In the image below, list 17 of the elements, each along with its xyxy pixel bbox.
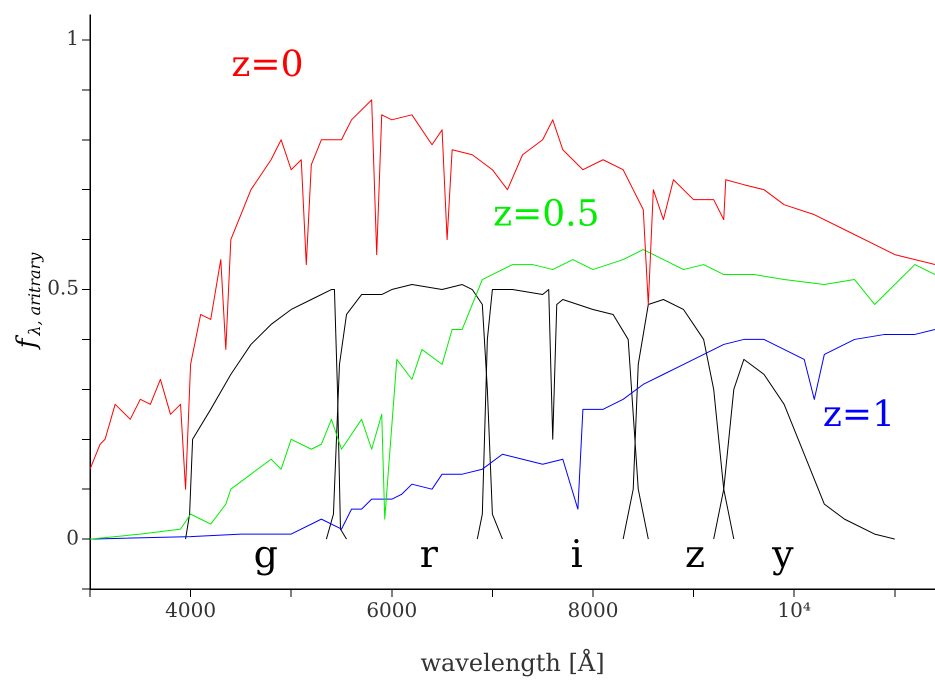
y-tick-label: 1: [66, 26, 79, 50]
series-label: z=0.5: [493, 193, 600, 234]
x-tick-label: 10⁴: [777, 598, 811, 622]
annotation: z: [685, 532, 706, 576]
annotation: i: [570, 532, 583, 576]
x-tick-label: 4000: [165, 598, 216, 622]
annotation: g: [254, 532, 278, 576]
annotation: y: [771, 532, 794, 576]
x-axis-title: wavelength [Å]: [420, 648, 605, 678]
x-tick-label: 8000: [568, 598, 618, 622]
annotation: r: [420, 532, 439, 576]
x-tick-label: 6000: [366, 598, 418, 622]
y-tick-label: 0: [66, 525, 79, 550]
series-label: z=1: [822, 394, 895, 436]
y-axis-title: fλ, aritrary: [12, 252, 44, 350]
y-tick-label: 0.5: [47, 276, 79, 300]
series-label: z=0: [231, 44, 304, 86]
